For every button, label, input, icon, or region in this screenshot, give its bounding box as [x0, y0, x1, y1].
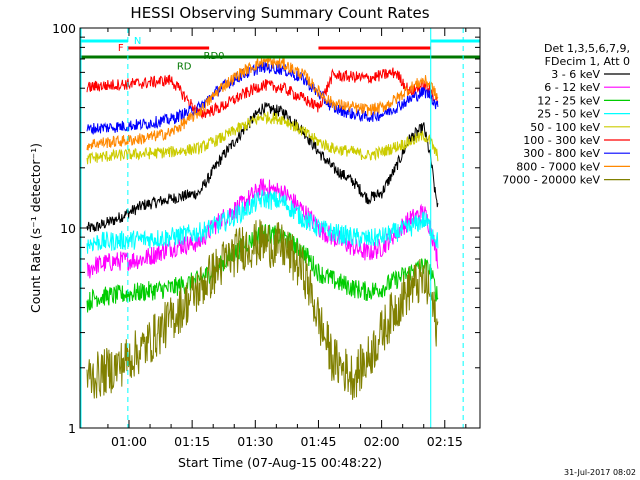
legend-entry-label: 300 - 800 keV [523, 147, 600, 160]
x-tick-label: 01:30 [237, 434, 273, 449]
legend-entry-label: 50 - 100 keV [530, 121, 600, 134]
status-flags: NF RD0 RD [80, 36, 480, 73]
x-tick-label: 01:15 [174, 434, 210, 449]
axes: 01:00 01:15 01:30 01:45 02:00 02:15 1 10 100 [52, 21, 480, 449]
series-trace-4 [86, 111, 439, 165]
series-traces [86, 56, 439, 400]
series-trace-0 [86, 102, 439, 232]
annotation-label: RD [177, 62, 192, 73]
chart-title: HESSI Observing Summary Count Rates [130, 4, 429, 22]
legend-entry-label: 25 - 50 keV [537, 108, 600, 121]
legend-entry-label: 7000 - 20000 keV [502, 174, 600, 187]
series-trace-3 [86, 189, 439, 254]
annotation-label: RD0 [204, 51, 225, 62]
x-axis-label: Start Time (07-Aug-15 00:48:22) [178, 455, 382, 470]
y-tick-label: 100 [52, 21, 76, 36]
x-tick-label: 01:00 [111, 434, 147, 449]
legend-entry-label: 800 - 7000 keV [516, 160, 600, 173]
night-flag-label: N [134, 36, 141, 47]
series-trace-8 [86, 219, 439, 400]
legend-header-line-2: FDecim 1, Att 0 [545, 55, 630, 68]
legend-entry-label: 6 - 12 keV [544, 81, 600, 94]
x-tick-label: 02:00 [364, 434, 400, 449]
legend-entry-label: 3 - 6 keV [551, 68, 600, 81]
y-tick-label: 10 [60, 221, 76, 236]
y-tick-label: 1 [68, 421, 76, 436]
legend: Det 1,3,5,6,7,9, FDecim 1, Att 0 3 - 6 k… [502, 42, 630, 187]
flare-flag-label: F [118, 43, 124, 54]
series-trace-1 [86, 178, 439, 279]
legend-entry-label: 100 - 300 keV [523, 134, 600, 147]
x-tick-label: 02:15 [427, 434, 463, 449]
x-tick-label: 01:45 [300, 434, 336, 449]
series-trace-7 [86, 56, 439, 151]
footer-timestamp: 31-Jul-2017 08:02 [564, 468, 636, 477]
legend-entry-label: 12 - 25 keV [537, 94, 600, 107]
legend-header-line-1: Det 1,3,5,6,7,9, [544, 42, 630, 55]
series-trace-5 [86, 67, 439, 120]
y-axis-label: Count Rate (s⁻¹ detector⁻¹) [28, 143, 43, 313]
